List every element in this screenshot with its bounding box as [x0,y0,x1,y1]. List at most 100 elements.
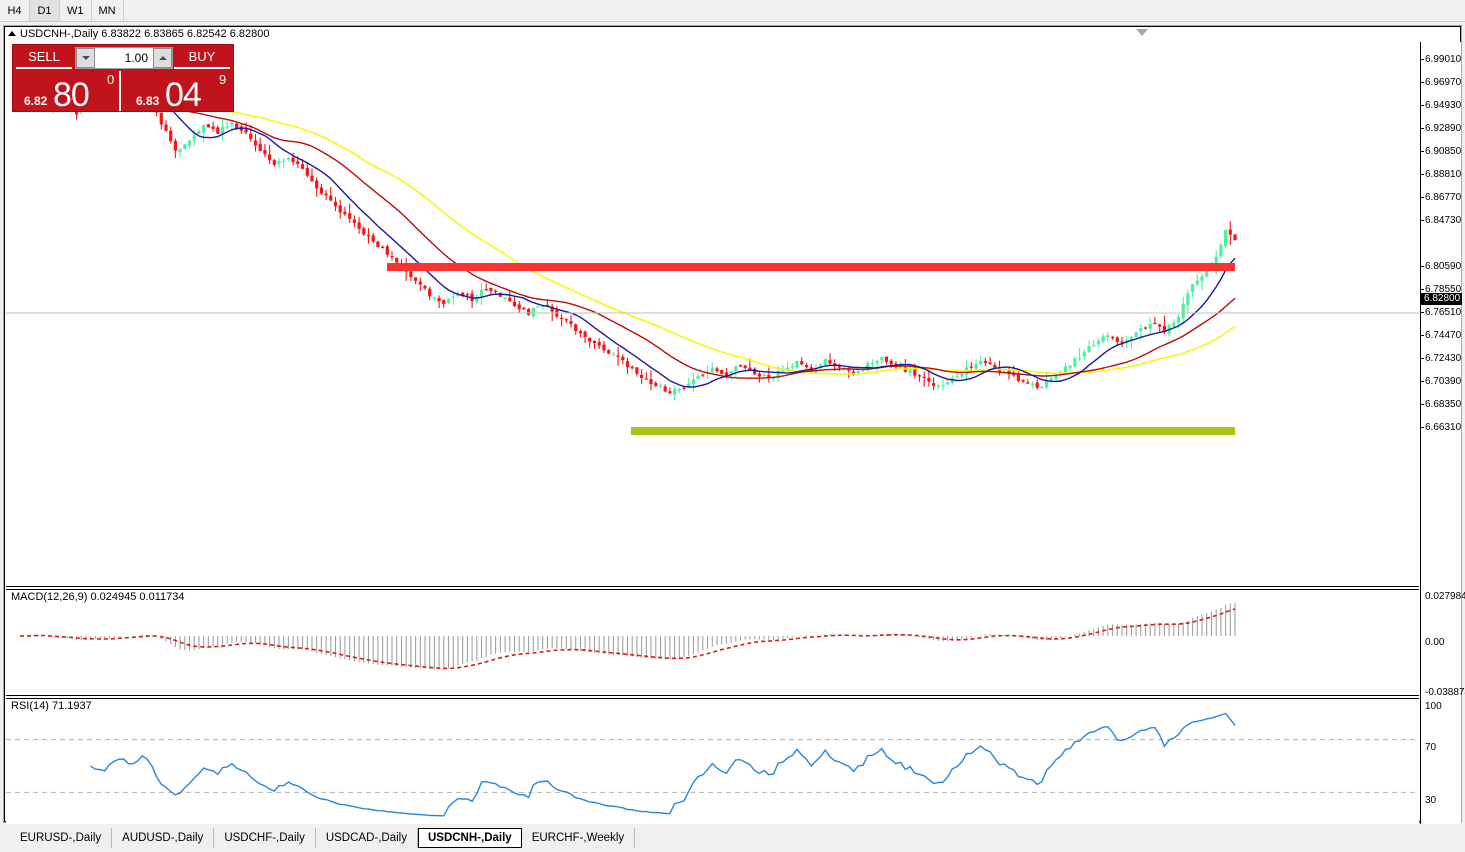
candle-body [1172,322,1176,327]
candle-body [1030,383,1035,385]
macd-pane[interactable]: MACD(12,26,9) 0.024945 0.011734 [6,589,1419,696]
candle-body [1007,370,1011,375]
candle-body [1063,366,1068,374]
candle-body [630,366,634,369]
timeframe-button-w1[interactable]: W1 [60,0,92,21]
candle-body [560,317,564,319]
buy-price-pipette: 9 [219,72,227,87]
price-pane[interactable] [6,42,1419,587]
candle-body [861,370,865,372]
rsi-tick-label: 70 [1425,742,1437,753]
volume-input[interactable]: 1.00 [95,48,153,68]
sell-price-quote[interactable]: 6.82 80 0 [15,71,121,111]
symbol-tab-usdcad[interactable]: USDCAD-,Daily [316,828,418,848]
candle-body [654,382,658,386]
sell-button-label[interactable]: SELL [16,47,72,69]
candle-body [395,257,399,263]
candle-body [178,149,182,152]
rsi-label: RSI(14) 71.1937 [11,700,92,712]
candle-body [159,112,163,125]
candle-body [828,360,832,364]
price-tick-mark [1421,404,1424,405]
candle-body [366,234,371,236]
candle-body [211,126,215,129]
price-tick-label: 6.70390 [1425,376,1462,387]
price-tick-label: 6.99010 [1425,54,1462,65]
volume-decrement-button[interactable] [76,48,95,68]
one-click-trading-panel[interactable]: SELL 1.00 BUY 6.82 80 0 6.83 04 9 [12,44,234,112]
volume-stepper[interactable]: 1.00 [75,47,173,69]
candle-body [644,378,648,380]
symbol-tab-usdchf[interactable]: USDCHF-,Daily [214,828,316,848]
price-tick-mark [1421,174,1424,175]
rsi-tick-label: 30 [1425,795,1437,806]
price-tick-mark [1421,82,1424,83]
volume-increment-button[interactable] [153,48,172,68]
candle-body [880,357,884,361]
candle-body [771,377,776,380]
timeframe-button-d1[interactable]: D1 [30,0,60,21]
candle-body [451,296,455,298]
current-price-tag: 6.82800 [1421,293,1463,305]
rsi-chart-svg [6,699,1419,829]
price-axis[interactable]: 6.99010 6.96970 6.94930 6.92890 6.90850 6.888… [1420,42,1465,848]
candle-body [357,222,361,229]
candle-body [917,375,922,377]
chart-shift-marker-icon[interactable] [1136,29,1148,36]
price-tick-mark [1421,105,1424,106]
symbol-tab-eurusd[interactable]: EURUSD-,Daily [10,828,113,848]
rsi-pane[interactable]: RSI(14) 71.1937 [6,698,1419,830]
candle-body [583,331,587,338]
candle-body [682,387,686,389]
candle-body [263,150,267,155]
support-line [631,427,1235,435]
candle-body [569,321,573,324]
candle-body [1186,293,1190,306]
candle-body [508,297,512,302]
price-tick-label: 6.74470 [1425,330,1462,341]
candle-body [734,366,738,372]
candle-body [1228,229,1232,235]
symbol-tab-audusd[interactable]: AUDUSD-,Daily [112,828,215,848]
timeframe-toolbar: H4 D1 W1 MN [0,0,1465,22]
candle-body [1191,284,1195,293]
candle-body [1078,357,1082,360]
price-tick-mark [1421,312,1424,313]
candle-body [197,130,201,134]
buy-price-quote[interactable]: 6.83 04 9 [127,71,233,111]
candle-body [1049,378,1053,381]
symbol-tab-eurchf[interactable]: EURCHF-,Weekly [522,828,636,848]
candle-body [446,299,451,303]
candle-body [960,373,964,377]
candle-body [371,235,375,242]
candle-body [319,187,323,194]
candle-body [1115,337,1119,342]
candle-body [456,294,460,296]
candle-body [1143,327,1148,329]
candle-body [1162,326,1166,333]
symbol-tab-usdcnh[interactable]: USDCNH-,Daily [417,828,522,848]
candle-body [837,364,841,368]
candle-body [983,361,987,363]
candle-body [936,385,940,387]
candle-body [1096,340,1100,344]
buy-button-label[interactable]: BUY [174,47,230,69]
candle-body [1158,324,1162,327]
candle-body [899,366,903,369]
candle-body [527,309,531,315]
candle-body [192,135,196,141]
candle-body [649,379,653,384]
candle-body [762,374,766,376]
candle-body [1092,345,1096,347]
ma-blue-line [62,95,1236,388]
candle-body [1176,316,1181,323]
candle-body [903,367,907,372]
timeframe-button-h4[interactable]: H4 [0,0,30,21]
candle-body [310,175,314,182]
triangle-up-icon[interactable] [8,30,16,36]
price-tick-mark [1421,358,1424,359]
candle-body [489,288,493,292]
timeframe-button-mn[interactable]: MN [91,0,124,21]
candle-body [343,211,347,215]
candle-body [442,299,446,304]
